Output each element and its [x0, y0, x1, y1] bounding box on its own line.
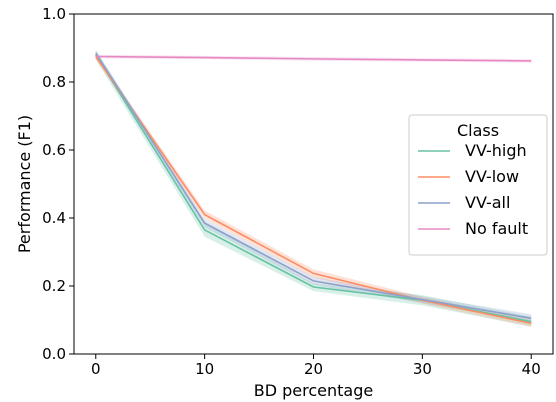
- y-axis: 0.0 0.2 0.4 0.6 0.8 1.0: [42, 5, 74, 363]
- legend-items: VV-high VV-low VV-all No fault: [418, 141, 528, 238]
- y-tick-label: 1.0: [42, 5, 66, 23]
- series-line-1: [95, 56, 532, 325]
- x-axis: 0 10 20 30 40: [91, 354, 541, 378]
- legend-label-1: VV-low: [465, 167, 519, 186]
- legend-label-3: No fault: [465, 219, 528, 238]
- y-tick-label: 0.0: [42, 345, 66, 363]
- x-tick-label: 40: [522, 360, 541, 378]
- x-tick-label: 0: [91, 360, 101, 378]
- x-tick-label: 30: [413, 360, 432, 378]
- y-tick-label: 0.2: [42, 277, 66, 295]
- series-line-2: [95, 52, 532, 320]
- legend-box: [408, 114, 548, 256]
- legend-title: Class: [457, 121, 499, 140]
- y-tick-label: 0.8: [42, 73, 66, 91]
- x-tick-label: 20: [304, 360, 323, 378]
- band-2: [95, 50, 532, 323]
- y-tick-label: 0.4: [42, 209, 66, 227]
- x-tick-label: 10: [195, 360, 214, 378]
- series-line-3: [95, 55, 532, 62]
- y-tick-label: 0.6: [42, 141, 66, 159]
- x-axis-label: BD percentage: [254, 381, 373, 400]
- y-axis-label: Performance (F1): [15, 115, 34, 253]
- legend-label-2: VV-all: [465, 193, 510, 212]
- band-1: [95, 53, 532, 327]
- legend-label-0: VV-high: [465, 141, 527, 160]
- legend: Class VV-high VV-low VV-all No fault: [408, 114, 548, 256]
- series-lines: [95, 52, 532, 325]
